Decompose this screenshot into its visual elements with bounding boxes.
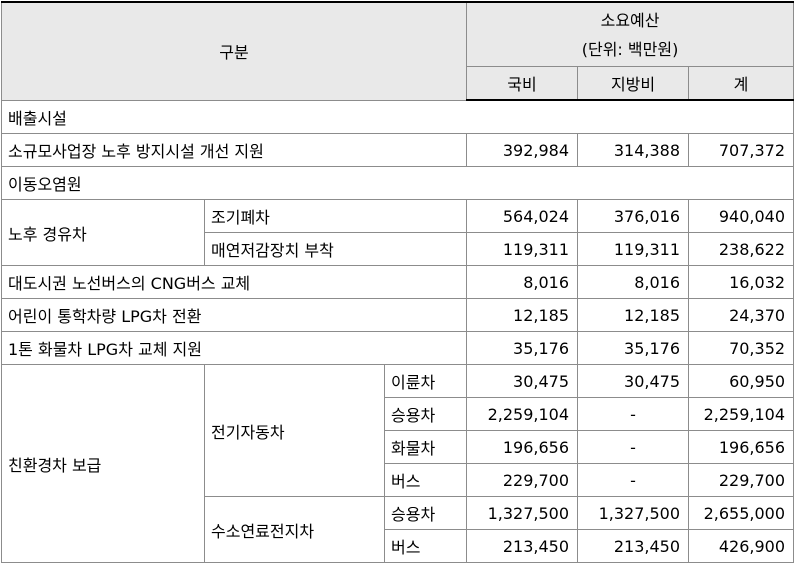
row-label: 1톤 화물차 LPG차 교체 지원 — [0, 331, 468, 365]
row-label: 화물차 — [383, 430, 468, 464]
local-value: 314,388 — [577, 133, 690, 167]
section-emission-facility: 배출시설 — [0, 99, 795, 134]
table-row: 화물차 196,656 - 196,656 — [2, 430, 795, 464]
total-value: 70,352 — [688, 331, 795, 365]
local-value: - — [577, 397, 690, 431]
total-value: 707,372 — [688, 133, 795, 167]
national-value: 213,450 — [466, 529, 579, 563]
header-total: 계 — [688, 66, 795, 101]
header-category: 구분 — [0, 1, 468, 101]
total-value: 238,622 — [688, 232, 795, 266]
national-value: 12,185 — [466, 298, 579, 332]
local-value: 30,475 — [577, 364, 690, 398]
total-value: 60,950 — [688, 364, 795, 398]
total-value: 196,656 — [688, 430, 795, 464]
budget-table: 구분 소요예산 (단위: 백만원) 국비 지방비 계 배출시설 소규모사업장 노… — [0, 1, 795, 563]
national-value: 392,984 — [466, 133, 579, 167]
table-row: 수소연료전지차 승용차 1,327,500 1,327,500 2,655,00… — [2, 496, 795, 563]
local-value: 119,311 — [577, 232, 690, 266]
section-mobile-source: 이동오염원 — [0, 166, 795, 200]
header-budget-title: 소요예산 — [600, 10, 660, 30]
header-budget: 소요예산 (단위: 백만원) — [466, 1, 795, 67]
table-row: 매연저감장치 부착 119,311 119,311 238,622 — [2, 232, 795, 266]
local-value: 8,016 — [577, 265, 690, 299]
table-row: 1톤 화물차 LPG차 교체 지원 35,176 35,176 70,352 — [0, 331, 795, 365]
local-value: 1,327,500 — [577, 496, 690, 530]
table-row: 소규모사업장 노후 방지시설 개선 지원 392,984 314,388 707… — [0, 133, 795, 167]
row-label: 매연저감장치 부착 — [203, 232, 468, 266]
national-value: 1,327,500 — [466, 496, 579, 530]
national-value: 196,656 — [466, 430, 579, 464]
national-value: 564,024 — [466, 199, 579, 233]
header-local: 지방비 — [577, 66, 690, 101]
table-row: 버스 213,450 213,450 426,900 — [2, 529, 795, 563]
total-value: 2,259,104 — [688, 397, 795, 431]
total-value: 940,040 — [688, 199, 795, 233]
group-label: 노후 경유차 — [1, 199, 205, 266]
row-label: 버스 — [383, 463, 468, 497]
local-value: 35,176 — [577, 331, 690, 365]
local-value: - — [577, 463, 690, 497]
local-value: 376,016 — [577, 199, 690, 233]
table-row: 노후 경유차 조기폐차 564,024 376,016 940,040 — [1, 199, 795, 266]
local-value: - — [577, 430, 690, 464]
national-value: 119,311 — [466, 232, 579, 266]
national-value: 35,176 — [466, 331, 579, 365]
group-label: 친환경차 보급 — [1, 364, 205, 563]
total-value: 426,900 — [688, 529, 795, 563]
national-value: 30,475 — [466, 364, 579, 398]
total-value: 24,370 — [688, 298, 795, 332]
header-national: 국비 — [466, 66, 579, 101]
row-label: 어린이 통학차량 LPG차 전환 — [0, 298, 468, 332]
national-value: 2,259,104 — [466, 397, 579, 431]
row-label: 승용차 — [383, 397, 468, 431]
local-value: 12,185 — [577, 298, 690, 332]
table-row: 어린이 통학차량 LPG차 전환 12,185 12,185 24,370 — [0, 298, 795, 332]
national-value: 8,016 — [466, 265, 579, 299]
table-row: 친환경차 보급 전기자동차 이륜차 30,475 30,475 60,950 — [1, 364, 795, 563]
table-row: 승용차 2,259,104 - 2,259,104 — [2, 397, 795, 431]
header-budget-unit: (단위: 백만원) — [581, 39, 679, 59]
subgroup-label: 수소연료전지차 — [204, 496, 385, 563]
row-label: 대도시권 노선버스의 CNG버스 교체 — [0, 265, 468, 299]
total-value: 229,700 — [688, 463, 795, 497]
row-label: 조기폐차 — [203, 199, 468, 233]
subgroup-label: 전기자동차 — [204, 364, 385, 497]
local-value: 213,450 — [577, 529, 690, 563]
row-label: 이륜차 — [383, 364, 468, 398]
national-value: 229,700 — [466, 463, 579, 497]
total-value: 2,655,000 — [688, 496, 795, 530]
total-value: 16,032 — [688, 265, 795, 299]
table-row: 버스 229,700 - 229,700 — [2, 463, 795, 497]
row-label: 소규모사업장 노후 방지시설 개선 지원 — [0, 133, 468, 167]
table-row: 대도시권 노선버스의 CNG버스 교체 8,016 8,016 16,032 — [0, 265, 795, 299]
row-label: 승용차 — [383, 496, 468, 530]
row-label: 버스 — [383, 529, 468, 563]
